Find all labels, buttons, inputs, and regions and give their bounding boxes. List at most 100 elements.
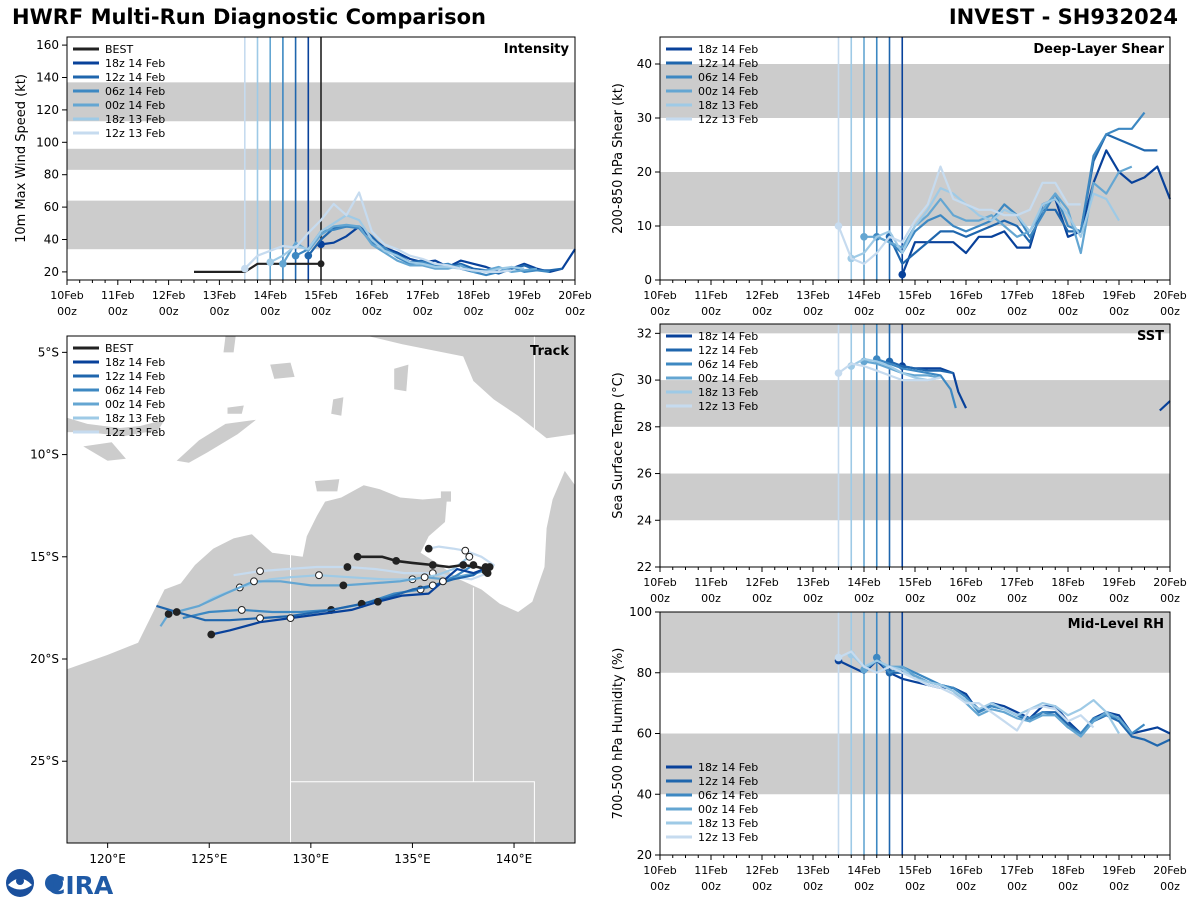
series-line <box>850 187 1120 260</box>
x-tick-label-hour: 00z <box>854 592 874 605</box>
legend-label: 18z 13 Feb <box>698 817 758 830</box>
series-line <box>863 659 1133 738</box>
x-tick-label-hour: 00z <box>854 880 874 893</box>
x-tick-label-hour: 00z <box>956 880 976 893</box>
track-position-marker <box>465 552 474 561</box>
australia-landmass <box>67 470 575 843</box>
series-start-marker <box>834 222 843 230</box>
y-tick-label: 28 <box>637 420 652 434</box>
x-tick-label-date: 14Feb <box>847 289 880 302</box>
y-tick-label: 80 <box>44 168 59 182</box>
legend-label: BEST <box>105 43 133 56</box>
x-tick-label-hour: 00z <box>905 305 925 318</box>
x-tick-label-hour: 00z <box>701 880 721 893</box>
x-tick-label-hour: 00z <box>1058 305 1078 318</box>
lat-tick-label: 20°S <box>30 652 59 666</box>
threshold-band <box>660 473 1170 521</box>
series-line <box>244 191 512 273</box>
legend-label: 18z 13 Feb <box>105 412 165 425</box>
x-tick-label-date: 12Feb <box>745 864 778 877</box>
y-tick-label: 120 <box>36 103 59 117</box>
panel-title: Track <box>530 344 569 359</box>
track-position-marker <box>428 561 437 569</box>
x-tick-label-date: 17Feb <box>406 289 439 302</box>
y-tick-label: 140 <box>36 71 59 85</box>
x-tick-label-hour: 00z <box>1160 305 1180 318</box>
x-tick-label-hour: 00z <box>57 305 77 318</box>
track-map: 120°E 125°E 130°E 135°E 140°E 5°S 10°S 15°S 20°S… <box>30 335 576 866</box>
x-tick-label-hour: 00z <box>803 880 823 893</box>
x-tick-label-hour: 00z <box>701 305 721 318</box>
best-current-marker <box>317 260 325 268</box>
legend-label: 12z 14 Feb <box>698 344 758 357</box>
x-tick-label-hour: 00z <box>108 305 128 318</box>
banda-island <box>270 362 295 379</box>
x-tick-label-hour: 00z <box>956 592 976 605</box>
x-tick-label-date: 20Feb <box>1153 576 1186 589</box>
x-tick-label-hour: 00z <box>905 592 925 605</box>
threshold-band <box>660 612 1170 673</box>
x-tick-label-date: 20Feb <box>558 289 591 302</box>
x-tick-label-date: 19Feb <box>507 289 540 302</box>
y-tick-label: 100 <box>629 605 652 619</box>
legend-label: 00z 14 Feb <box>698 85 758 98</box>
x-tick-label-hour: 00z <box>514 305 534 318</box>
x-tick-label-date: 15Feb <box>898 576 931 589</box>
x-tick-label-date: 15Feb <box>304 289 337 302</box>
series-line <box>837 362 941 382</box>
x-tick-label-date: 14Feb <box>847 864 880 877</box>
x-tick-label-date: 16Feb <box>949 576 982 589</box>
x-tick-label-date: 15Feb <box>898 864 931 877</box>
x-tick-label-hour: 00z <box>1007 305 1027 318</box>
track-position-marker <box>339 581 348 590</box>
track-position-marker <box>237 606 246 614</box>
shear-chart: 0 10 20 30 40 10Feb 00z 11Feb 00z 12Feb 00z 13Feb 00… <box>611 36 1187 318</box>
x-tick-label-hour: 00z <box>650 592 670 605</box>
x-tick-label-hour: 00z <box>752 305 772 318</box>
series-start-marker <box>872 653 881 662</box>
track-position-marker <box>461 546 470 555</box>
y-axis-label: 200-850 hPa Shear (kt) <box>611 83 626 234</box>
track-position-marker <box>459 561 468 569</box>
x-tick-label-date: 19Feb <box>1102 864 1135 877</box>
x-tick-label-hour: 00z <box>1007 592 1027 605</box>
lon-tick-label: 130°E <box>293 852 330 866</box>
x-tick-label-date: 18Feb <box>1051 576 1084 589</box>
png-border-south <box>558 437 576 451</box>
y-tick-label: 20 <box>44 265 59 279</box>
series-line <box>850 653 1120 735</box>
cira-wordmark: CIRA <box>47 871 114 900</box>
legend-label: 18z 13 Feb <box>698 386 758 399</box>
x-tick-label-date: 14Feb <box>253 289 286 302</box>
small-island <box>223 336 236 353</box>
legend-label: 12z 13 Feb <box>698 831 758 844</box>
track-position-marker <box>250 577 258 586</box>
lon-tick-label: 140°E <box>496 852 533 866</box>
legend-label: 18z 13 Feb <box>105 113 165 126</box>
x-tick-label-date: 13Feb <box>796 289 829 302</box>
track-position-marker <box>286 614 295 623</box>
x-tick-label-date: 12Feb <box>152 289 185 302</box>
legend-label: 12z 13 Feb <box>105 127 165 140</box>
x-tick-label-hour: 00z <box>210 305 230 318</box>
threshold-band <box>660 733 1170 795</box>
sumba-island <box>83 442 126 461</box>
x-tick-label-date: 17Feb <box>1000 576 1033 589</box>
series-start-marker <box>898 270 907 279</box>
series-start-marker <box>860 233 868 241</box>
threshold-band <box>660 64 1170 118</box>
x-tick-label-date: 20Feb <box>1153 289 1186 302</box>
x-tick-label-date: 16Feb <box>355 289 388 302</box>
groote-island <box>440 491 451 502</box>
legend-label: 18z 13 Feb <box>698 99 758 112</box>
legend-label: 18z 14 Feb <box>698 761 758 774</box>
y-tick-label: 40 <box>44 233 59 247</box>
y-tick-label: 100 <box>36 135 59 149</box>
lon-tick-label: 120°E <box>89 852 126 866</box>
x-tick-label-hour: 00z <box>650 305 670 318</box>
lon-tick-label: 125°E <box>191 852 228 866</box>
sa-border <box>290 781 535 843</box>
x-tick-label-hour: 00z <box>565 305 585 318</box>
legend-label: 18z 14 Feb <box>698 330 758 343</box>
series-line <box>838 659 1171 735</box>
